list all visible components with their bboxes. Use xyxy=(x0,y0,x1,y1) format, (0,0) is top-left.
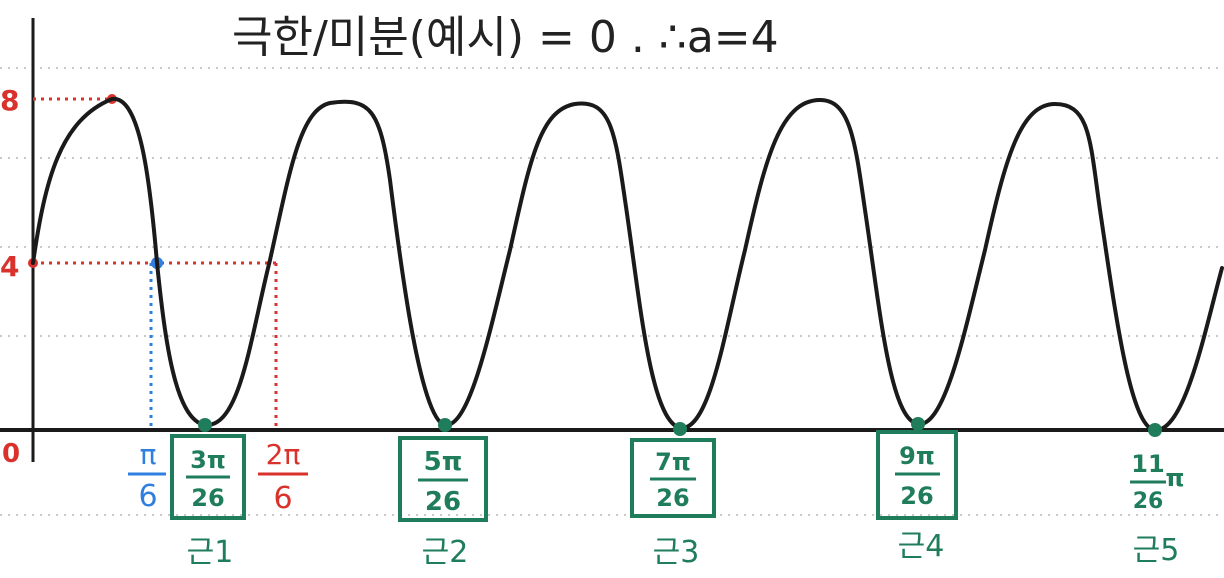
y-mark-4: 4 xyxy=(0,250,19,283)
blue-fraction-denominator: 6 xyxy=(138,479,157,514)
root-point xyxy=(1148,423,1162,437)
root-point xyxy=(911,417,925,431)
root-numerator: 3π xyxy=(190,446,226,474)
root-denominator: 26 xyxy=(425,487,461,517)
root-pi-suffix: π xyxy=(1166,464,1185,492)
root-label-5: 11 π 26 근5 xyxy=(1130,450,1184,568)
root-numerator: 5π xyxy=(424,447,463,477)
root-point xyxy=(198,418,212,432)
red-fraction-denominator: 6 xyxy=(273,481,292,516)
root-caption: 근3 xyxy=(653,535,700,570)
red-fraction: 2π 6 xyxy=(258,438,308,516)
root-box xyxy=(170,434,246,520)
root-numerator: 7π xyxy=(655,448,691,476)
blue-fraction-numerator: π xyxy=(140,438,157,471)
root-denominator: 26 xyxy=(900,482,933,510)
root-caption: 근4 xyxy=(898,529,945,564)
root-numerator: 9π xyxy=(899,442,935,470)
root-points xyxy=(198,417,1162,437)
root-label-1: 3π 26 근1 xyxy=(170,434,246,570)
root-point xyxy=(673,422,687,436)
root-label-3: 7π 26 근3 xyxy=(630,438,716,570)
page-title: 극한/미분(예시) = 0 . ∴a=4 xyxy=(232,12,779,63)
root-label-4: 9π 26 근4 xyxy=(876,430,958,564)
root-caption: 근5 xyxy=(1133,533,1180,568)
y-mark-8: 8 xyxy=(0,84,19,117)
blue-fraction: π 6 xyxy=(128,438,166,514)
root-box xyxy=(398,436,488,522)
root-caption: 근2 xyxy=(422,535,469,570)
root-box xyxy=(630,438,716,518)
red-fraction-numerator: 2π xyxy=(266,438,301,471)
root-numerator: 11 xyxy=(1131,450,1164,478)
root-caption: 근1 xyxy=(187,535,234,570)
root-label-2: 5π 26 근2 xyxy=(398,436,488,570)
root-denominator: 26 xyxy=(191,484,224,512)
origin-label: 0 xyxy=(2,439,20,469)
root-denominator: 26 xyxy=(1133,489,1164,514)
sine-curve xyxy=(31,96,1224,433)
root-box xyxy=(876,430,958,520)
root-point xyxy=(438,418,452,432)
root-denominator: 26 xyxy=(656,484,689,512)
